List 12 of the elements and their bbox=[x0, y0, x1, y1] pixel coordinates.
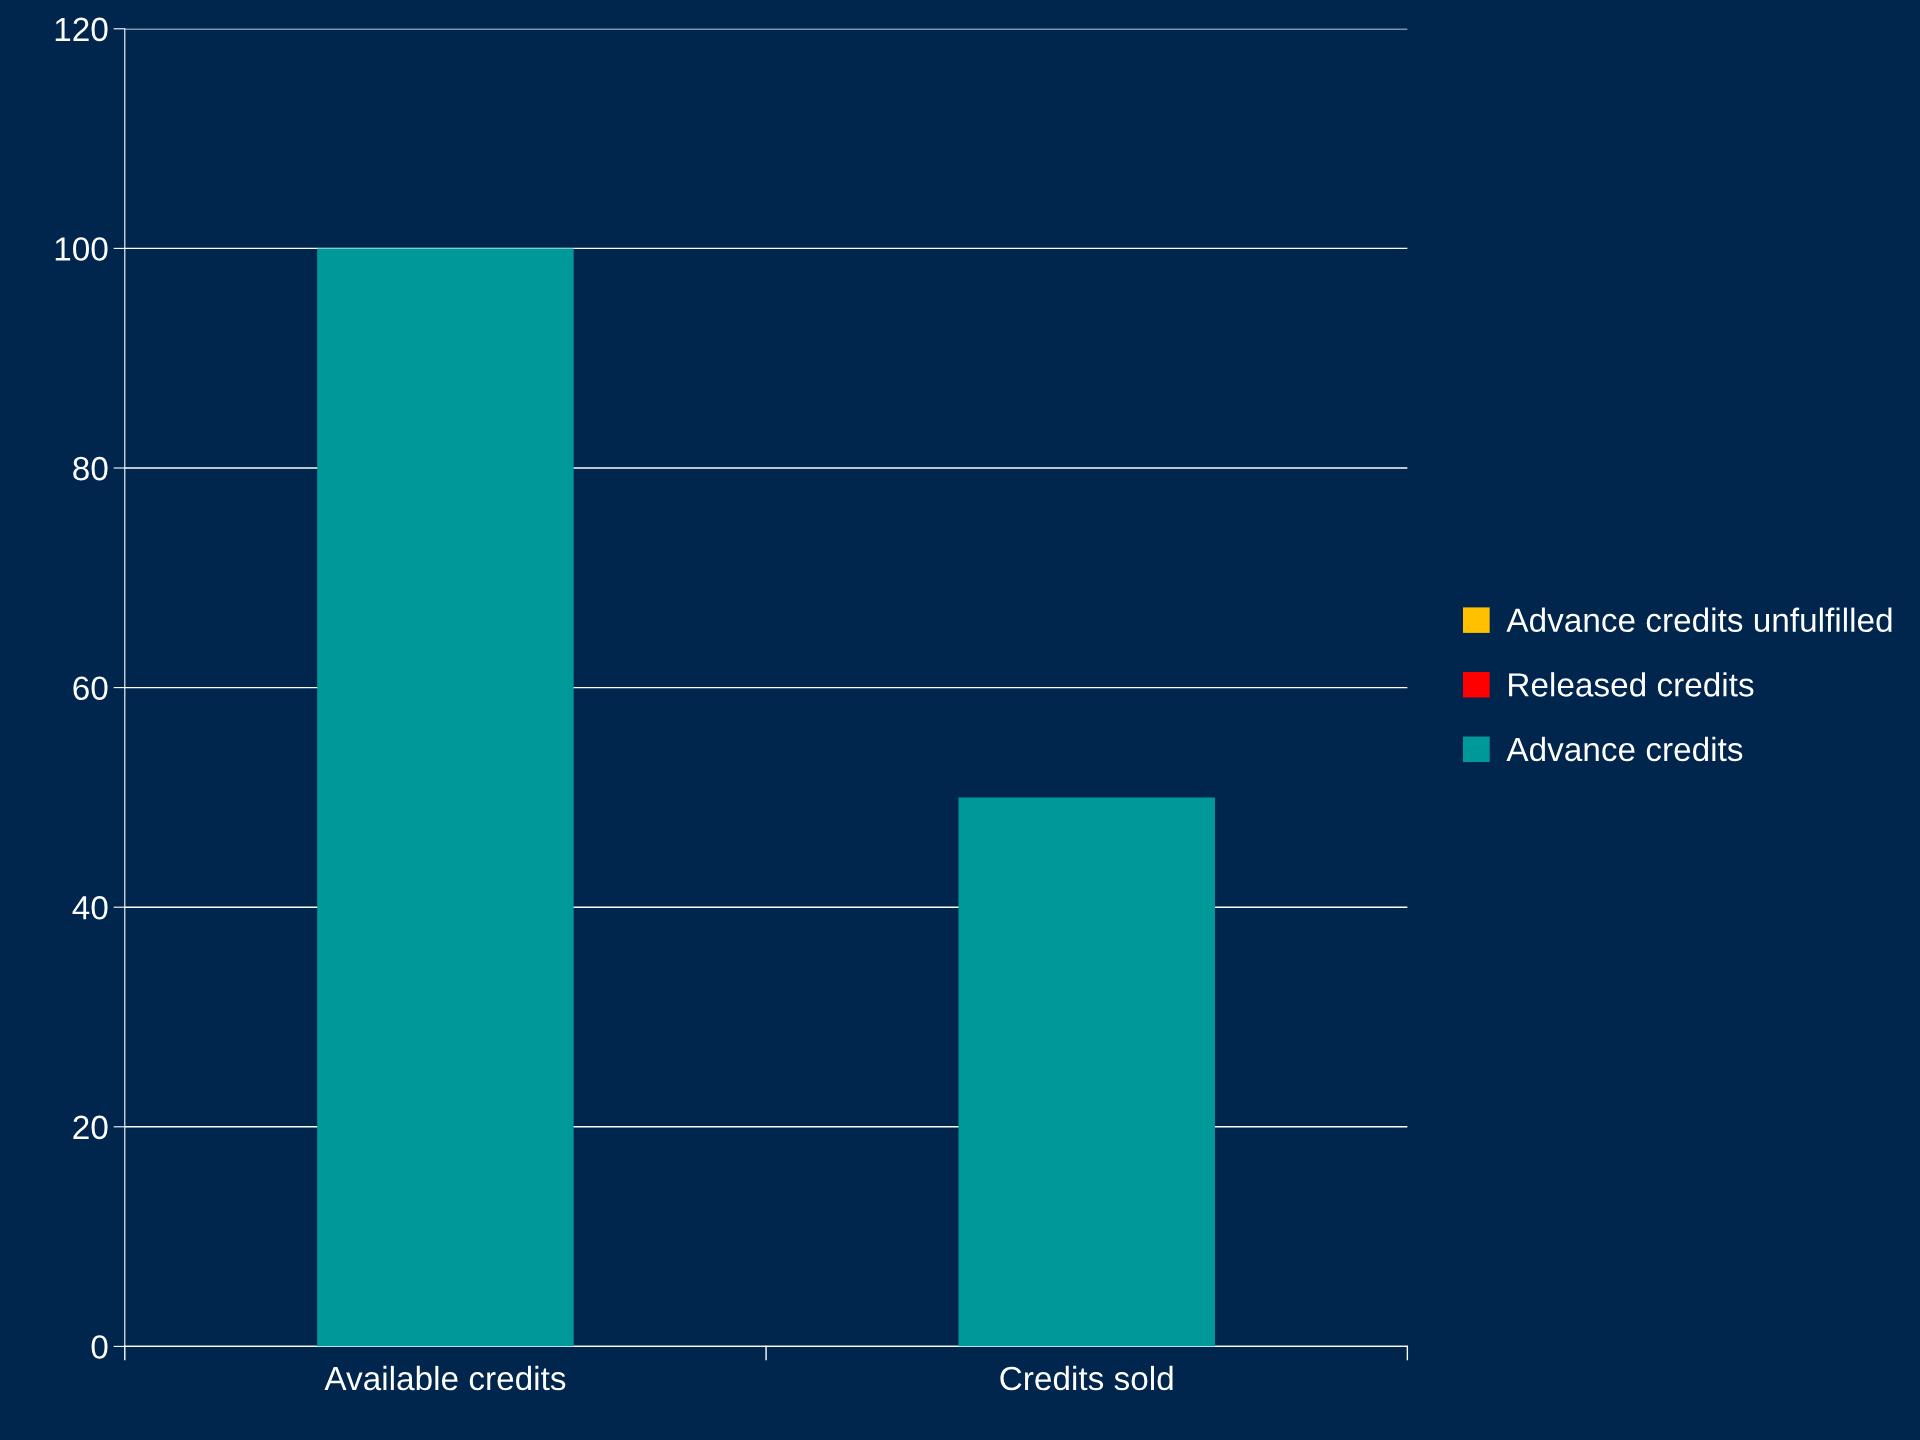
y-tick-label: 60 bbox=[73, 676, 108, 701]
legend-label: Advance credits unfulfilled bbox=[1506, 607, 1892, 633]
legend-label: Released credits bbox=[1509, 672, 1754, 697]
y-tick-label: 40 bbox=[72, 896, 108, 920]
x-tick-label: Credits sold bbox=[1000, 1365, 1173, 1391]
legend-label: Advance credits bbox=[1506, 736, 1743, 762]
y-tick-label: 100 bbox=[55, 237, 108, 261]
y-tick-label: 0 bbox=[91, 1335, 108, 1359]
x-tick-label: Available credits bbox=[324, 1365, 566, 1391]
y-tick-label: 120 bbox=[55, 17, 108, 42]
y-tick-label: 20 bbox=[73, 1115, 108, 1140]
y-tick-label: 80 bbox=[73, 456, 108, 481]
